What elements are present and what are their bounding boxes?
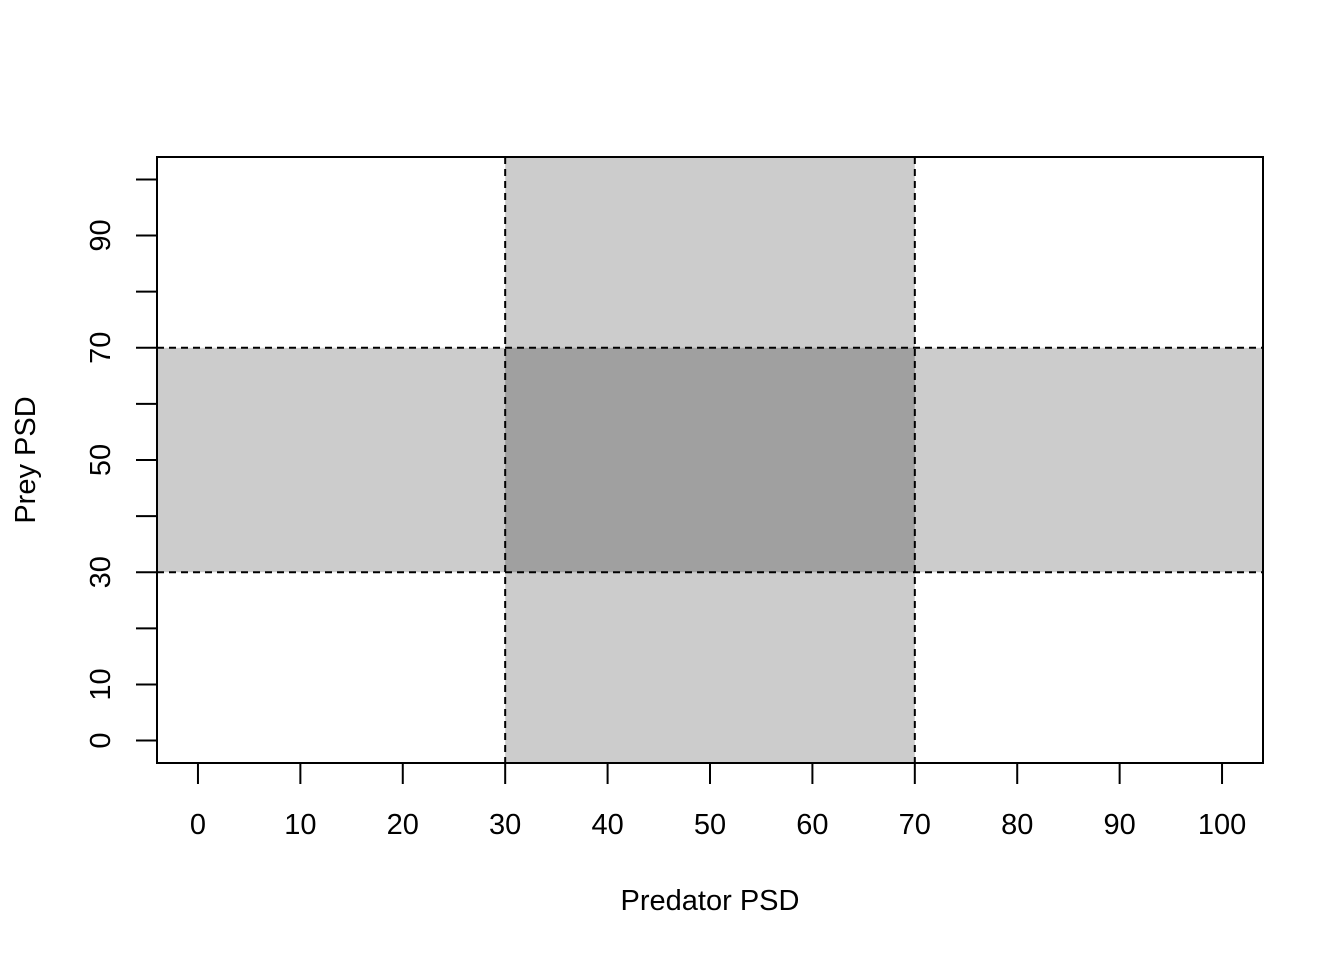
x-tick-label: 90 bbox=[1103, 809, 1135, 841]
x-tick-label: 60 bbox=[796, 809, 828, 841]
x-tick-label: 40 bbox=[591, 809, 623, 841]
x-tick-label: 0 bbox=[190, 809, 206, 841]
y-tick-label: 90 bbox=[85, 219, 117, 251]
shaded-region-both bbox=[505, 347, 915, 573]
x-tick-label: 30 bbox=[489, 809, 521, 841]
x-axis-title: Predator PSD bbox=[621, 885, 800, 917]
y-tick-label: 10 bbox=[85, 668, 117, 700]
y-tick-label: 50 bbox=[85, 444, 117, 476]
x-tick-label: 10 bbox=[284, 809, 316, 841]
x-tick-label: 50 bbox=[694, 809, 726, 841]
y-axis-title: Prey PSD bbox=[10, 396, 42, 523]
y-tick-label: 30 bbox=[85, 556, 117, 588]
y-axis: 0 10 30 50 70 90 bbox=[85, 178, 158, 749]
y-tick-label: 0 bbox=[85, 732, 117, 748]
x-axis: 0 10 20 30 40 50 60 70 80 90 100 bbox=[190, 762, 1246, 841]
x-tick-label: 100 bbox=[1198, 809, 1246, 841]
y-tick-label: 70 bbox=[85, 332, 117, 364]
x-tick-label: 20 bbox=[387, 809, 419, 841]
x-tick-label: 70 bbox=[899, 809, 931, 841]
x-tick-label: 80 bbox=[1001, 809, 1033, 841]
shaded-regions bbox=[157, 157, 1263, 763]
reference-lines bbox=[157, 157, 1263, 763]
